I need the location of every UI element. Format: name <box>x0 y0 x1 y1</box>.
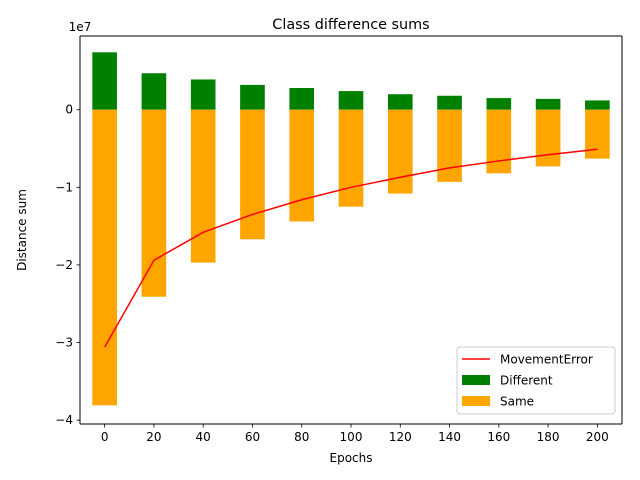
bar-different-120 <box>387 94 413 110</box>
x-axis-label: Epochs <box>330 451 373 465</box>
bar-different-100 <box>338 91 364 110</box>
bar-different-160 <box>486 98 512 110</box>
bar-same-140 <box>437 109 462 182</box>
line-movementerror <box>103 148 598 348</box>
x-tick-label: 160 <box>487 430 510 444</box>
y-tick-label: −2 <box>55 258 73 272</box>
bar-same-60 <box>240 109 265 240</box>
bars-layer <box>92 52 610 406</box>
y-tick-label: −3 <box>55 336 73 350</box>
bar-same-20 <box>141 109 167 297</box>
bar-same-180 <box>535 109 561 167</box>
x-tick-label: 60 <box>245 430 260 444</box>
y-tick-label: −1 <box>55 180 73 194</box>
bar-different-200 <box>585 100 610 110</box>
legend-label-same: Same <box>500 395 534 409</box>
x-tick-label: 0 <box>101 430 109 444</box>
x-tick-label: 120 <box>389 430 412 444</box>
bar-same-120 <box>387 109 413 194</box>
x-tick-label: 40 <box>196 430 211 444</box>
bar-different-20 <box>141 73 167 110</box>
x-tick-label: 140 <box>438 430 461 444</box>
x-tick-label: 80 <box>294 430 309 444</box>
y-axis-label: Distance sum <box>15 189 29 271</box>
bar-different-40 <box>190 79 216 110</box>
y-tick-label: −4 <box>55 413 73 427</box>
ticks-layer: 0 20 40 60 80 100 120 140 160 180 200 0 −1 −2 −3 −4 <box>55 103 609 444</box>
bar-same-80 <box>289 109 315 222</box>
x-tick-label: 180 <box>537 430 560 444</box>
legend: MovementError Different Same <box>456 346 616 415</box>
bar-different-80 <box>289 87 315 110</box>
x-tick-label: 20 <box>146 430 161 444</box>
legend-swatch-same <box>462 396 490 406</box>
bar-different-180 <box>535 98 561 110</box>
legend-swatch-different <box>462 375 490 385</box>
legend-label-movementerror: MovementError <box>500 353 593 367</box>
bar-different-140 <box>437 95 462 110</box>
x-tick-label: 200 <box>586 430 609 444</box>
bar-same-160 <box>486 109 512 174</box>
y-tick-label: 0 <box>65 103 73 117</box>
legend-box <box>456 346 616 415</box>
bar-same-200 <box>585 109 610 159</box>
bar-same-0 <box>92 109 117 406</box>
bar-different-60 <box>240 84 265 110</box>
legend-label-different: Different <box>500 374 553 388</box>
chart-title: Class difference sums <box>272 17 429 33</box>
line-layer <box>103 148 598 348</box>
x-tick-label: 100 <box>340 430 363 444</box>
bar-same-40 <box>190 109 216 263</box>
bar-same-100 <box>338 109 364 207</box>
y-axis-offset-label: 1e7 <box>69 20 92 34</box>
bar-different-0 <box>92 52 117 110</box>
